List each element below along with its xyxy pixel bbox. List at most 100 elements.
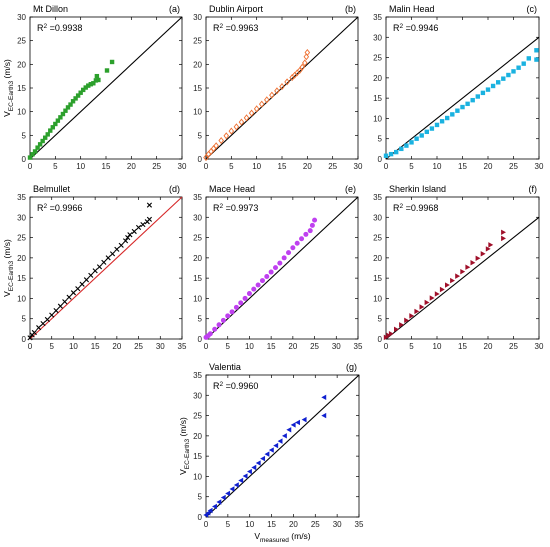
x-tick-label: 30 <box>333 520 342 529</box>
x-tick-label: 20 <box>484 162 493 171</box>
data-point <box>470 97 475 103</box>
y-tick-label: 10 <box>193 108 202 117</box>
x-tick-label: 20 <box>288 342 297 351</box>
x-tick-label: 25 <box>310 342 319 351</box>
data-point <box>429 295 435 301</box>
data-point <box>429 126 435 131</box>
scatter-series <box>383 48 539 158</box>
reference-line-1to1 <box>385 36 540 160</box>
y-tick-label: 20 <box>193 254 202 263</box>
y-tick-label: 5 <box>22 315 27 324</box>
y-tick-label: 10 <box>17 108 26 117</box>
data-point <box>460 268 466 275</box>
x-tick-label: 35 <box>355 520 364 529</box>
x-tick-label: 15 <box>458 342 467 351</box>
data-point <box>253 105 260 113</box>
data-point <box>465 264 471 270</box>
x-tick-label: 10 <box>69 342 78 351</box>
data-point <box>131 228 137 235</box>
data-point <box>268 269 274 275</box>
panel-letter: (f) <box>529 184 538 194</box>
y-tick-label: 5 <box>378 315 383 324</box>
data-point <box>460 104 465 110</box>
data-point <box>79 281 85 287</box>
data-point <box>60 111 66 117</box>
data-point <box>32 149 38 154</box>
data-point <box>424 299 430 306</box>
data-point <box>496 80 501 85</box>
x-tick-label: 0 <box>384 162 389 171</box>
y-tick-label: 10 <box>193 294 202 303</box>
data-point <box>75 93 81 98</box>
data-point <box>321 412 327 419</box>
data-point <box>284 78 290 86</box>
x-tick-label: 25 <box>509 162 518 171</box>
x-tick-label: 35 <box>354 342 363 351</box>
data-point <box>31 329 37 336</box>
data-point <box>70 290 77 296</box>
data-point <box>321 394 327 401</box>
y-tick-label: 30 <box>193 391 202 400</box>
data-point <box>409 140 414 145</box>
x-tick-label: 5 <box>53 162 58 171</box>
x-tick-label: 10 <box>433 342 442 351</box>
y-tick-label: 5 <box>198 493 203 502</box>
data-point <box>37 142 43 147</box>
data-point <box>304 48 311 57</box>
y-axis-label: VEC-Earth3 (m/s) <box>2 239 15 297</box>
data-point <box>404 317 410 324</box>
x-tick-label: 15 <box>102 162 111 171</box>
data-point <box>388 331 394 337</box>
x-tick-label: 0 <box>384 342 389 351</box>
r-squared-label: R2 =0.9960 <box>213 381 258 391</box>
data-point <box>419 133 424 138</box>
y-tick-label: 15 <box>373 274 382 283</box>
y-tick-label: 30 <box>17 13 26 22</box>
data-point <box>264 451 270 457</box>
data-point <box>216 322 222 328</box>
data-point <box>251 286 257 292</box>
x-tick-label: 10 <box>252 162 261 171</box>
x-tick-label: 15 <box>278 162 287 171</box>
data-point <box>450 112 455 117</box>
data-point <box>49 312 55 318</box>
data-point <box>212 326 218 332</box>
data-point <box>86 83 91 88</box>
data-point <box>88 272 94 278</box>
data-point <box>127 232 133 238</box>
data-point <box>409 313 415 319</box>
site-title: Valentia <box>209 362 241 372</box>
panel-letter: (e) <box>345 184 356 194</box>
y-tick-label: 5 <box>22 131 27 140</box>
data-point <box>299 236 305 242</box>
data-point <box>294 240 300 246</box>
data-point <box>78 90 83 95</box>
x-tick-label: 5 <box>225 342 230 351</box>
panel-a: 0 5 10 15 20 25 30 0 5 10 15 20 25 30 Mt Dillon (a) R2 =… <box>2 4 187 171</box>
data-point <box>104 68 110 73</box>
data-point <box>45 132 50 137</box>
data-point <box>233 482 239 488</box>
plot-area <box>385 16 540 160</box>
y-tick-label: 5 <box>198 131 203 140</box>
panel-c: 0 5 10 15 20 25 30 0 5 10 15 20 25 30 35 Malin Head (c) R… <box>373 4 544 171</box>
site-title: Belmullet <box>33 184 71 194</box>
x-tick-label: 0 <box>204 162 209 171</box>
data-point <box>399 322 404 328</box>
data-point <box>526 56 531 61</box>
panel-letter: (c) <box>527 4 538 14</box>
data-point <box>480 251 486 257</box>
data-point <box>88 82 93 87</box>
x-tick-label: 5 <box>409 342 414 351</box>
data-point <box>83 277 90 283</box>
data-point <box>424 129 429 135</box>
data-point <box>228 127 235 135</box>
x-tick-label: 5 <box>229 162 234 171</box>
x-tick-label: 30 <box>178 162 187 171</box>
data-point <box>73 96 78 101</box>
data-point <box>301 416 307 423</box>
data-point <box>109 59 115 65</box>
panel-f: 0 5 10 15 20 25 30 0 5 10 15 20 25 30 35 Sherkin Island… <box>373 184 544 351</box>
data-point <box>229 309 235 315</box>
